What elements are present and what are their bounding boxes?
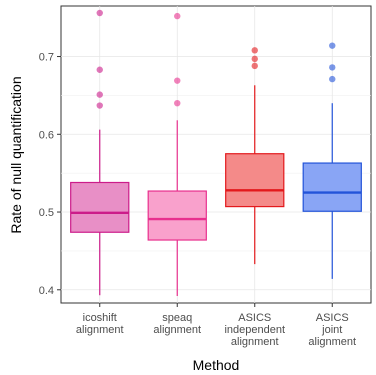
- outlier-point: [96, 66, 103, 73]
- x-tick-label-line: icoshift: [83, 312, 117, 324]
- box-iqr: [147, 190, 207, 241]
- x-axis-title: Method: [193, 357, 240, 373]
- outlier-point: [251, 55, 258, 63]
- x-tick-label-line: alignment: [308, 336, 356, 348]
- box-1: [147, 12, 207, 297]
- x-tick-label: speaq alignment: [153, 312, 201, 336]
- outlier-point: [251, 47, 258, 54]
- box-0: [70, 9, 130, 296]
- x-tick-label-line: ASICS: [238, 312, 271, 324]
- x-tick-label-line: joint: [321, 324, 342, 336]
- y-axis-title: Rate of null quantification: [8, 76, 24, 233]
- x-tick-label: ASICS independent alignment: [224, 312, 285, 348]
- y-tick-label: 0.4: [39, 285, 54, 297]
- outlier-point: [96, 102, 103, 109]
- y-tick-label: 0.5: [39, 207, 54, 219]
- x-tick-label-line: alignment: [153, 324, 201, 336]
- box-2: [225, 47, 285, 265]
- outlier-point: [174, 12, 181, 20]
- x-tick-label-line: alignment: [231, 336, 279, 348]
- y-tick-label: 0.6: [39, 129, 54, 141]
- x-tick-label-line: speaq: [162, 312, 192, 324]
- box-iqr: [70, 181, 130, 233]
- outlier-point: [174, 77, 181, 84]
- x-tick-label-line: independent: [224, 324, 285, 336]
- boxes: [70, 9, 362, 297]
- x-tick-label: icoshift alignment: [76, 312, 124, 336]
- box-iqr: [302, 162, 362, 212]
- y-axis: 0.4 0.5 0.6 0.7: [39, 52, 61, 297]
- outlier-point: [329, 64, 336, 71]
- plot-panel: [60, 5, 372, 304]
- x-tick-label-line: alignment: [76, 324, 124, 336]
- box-3: [302, 42, 362, 279]
- outlier-point: [96, 91, 103, 98]
- outlier-point: [329, 42, 336, 49]
- box-iqr: [225, 153, 285, 208]
- x-tick-label-line: ASICS: [316, 312, 349, 324]
- outlier-point: [174, 99, 181, 107]
- outlier-point: [96, 9, 103, 17]
- y-tick-label: 0.7: [39, 52, 54, 64]
- outlier-point: [251, 62, 258, 70]
- x-tick-label: ASICS joint alignment: [308, 312, 356, 348]
- outlier-point: [329, 75, 336, 83]
